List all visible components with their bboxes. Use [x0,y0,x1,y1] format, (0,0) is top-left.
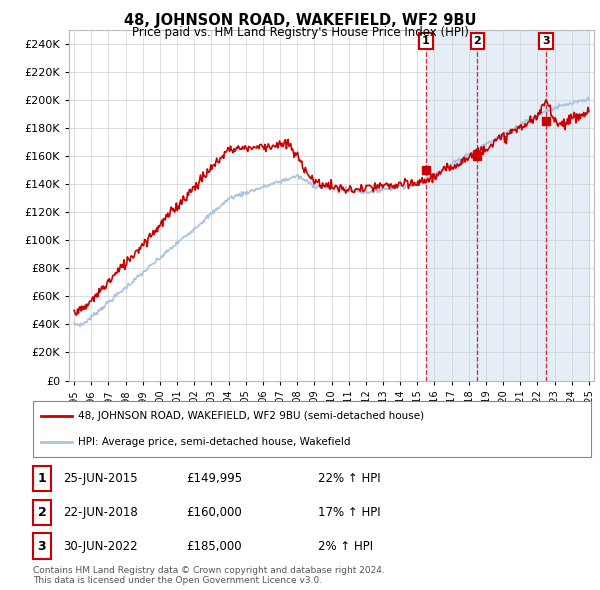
Text: 22% ↑ HPI: 22% ↑ HPI [318,472,380,486]
Text: 3: 3 [38,539,46,553]
Text: 3: 3 [542,36,550,46]
Text: 2: 2 [38,506,46,519]
Text: 1: 1 [422,36,430,46]
Text: 17% ↑ HPI: 17% ↑ HPI [318,506,380,519]
Text: £160,000: £160,000 [186,506,242,519]
Text: 1: 1 [38,472,46,486]
Text: £185,000: £185,000 [186,539,242,553]
Text: 48, JOHNSON ROAD, WAKEFIELD, WF2 9BU (semi-detached house): 48, JOHNSON ROAD, WAKEFIELD, WF2 9BU (se… [77,411,424,421]
Text: 2: 2 [473,36,481,46]
Text: HPI: Average price, semi-detached house, Wakefield: HPI: Average price, semi-detached house,… [77,437,350,447]
Text: Contains HM Land Registry data © Crown copyright and database right 2024.
This d: Contains HM Land Registry data © Crown c… [33,566,385,585]
Text: 2% ↑ HPI: 2% ↑ HPI [318,539,373,553]
Text: £149,995: £149,995 [186,472,242,486]
Bar [546,30,589,381]
Bar [426,30,478,381]
Text: Price paid vs. HM Land Registry's House Price Index (HPI): Price paid vs. HM Land Registry's House … [131,26,469,39]
Text: 25-JUN-2015: 25-JUN-2015 [63,472,137,486]
Text: 22-JUN-2018: 22-JUN-2018 [63,506,138,519]
Text: 48, JOHNSON ROAD, WAKEFIELD, WF2 9BU: 48, JOHNSON ROAD, WAKEFIELD, WF2 9BU [124,13,476,28]
Text: 30-JUN-2022: 30-JUN-2022 [63,539,137,553]
Bar [426,30,589,381]
Bar [478,30,546,381]
